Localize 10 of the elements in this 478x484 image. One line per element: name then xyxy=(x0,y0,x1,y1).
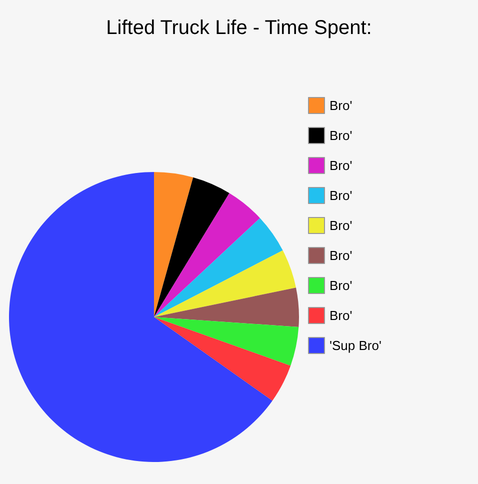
chart-title: Lifted Truck Life - Time Spent: xyxy=(106,17,372,39)
legend-label: Bro' xyxy=(330,308,352,323)
legend-label: Bro' xyxy=(330,98,352,113)
legend-label: Bro' xyxy=(330,248,352,263)
legend-label: Bro' xyxy=(330,188,352,203)
legend-label: Bro' xyxy=(330,128,352,143)
legend-label: Bro' xyxy=(330,218,352,233)
legend-label: 'Sup Bro' xyxy=(330,338,382,353)
legend-label: Bro' xyxy=(330,158,352,173)
legend-label: Bro' xyxy=(330,278,352,293)
